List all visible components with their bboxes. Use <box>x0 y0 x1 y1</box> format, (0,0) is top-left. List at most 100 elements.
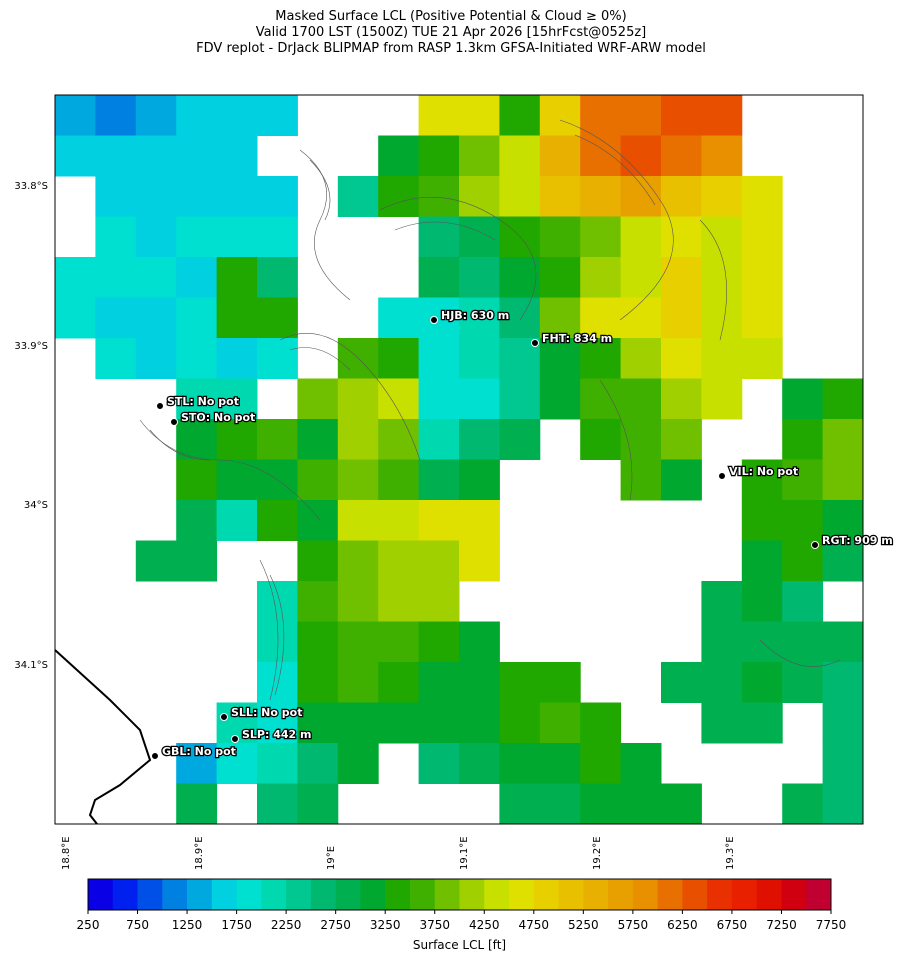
lcl-cell <box>216 176 258 217</box>
lcl-cell <box>620 419 662 460</box>
station-dot <box>811 541 819 549</box>
lcl-cell <box>701 95 743 136</box>
colorbar-swatch <box>385 879 411 910</box>
colorbar-tick-label: 5250 <box>568 918 599 932</box>
lcl-cell <box>782 581 824 622</box>
colorbar-tick-label: 250 <box>77 918 100 932</box>
lcl-cell <box>822 702 864 744</box>
lcl-cell <box>337 378 379 420</box>
lcl-cell <box>378 621 420 663</box>
lcl-cell <box>176 459 218 501</box>
lcl-cell <box>418 540 460 582</box>
lcl-cell <box>378 540 420 582</box>
lcl-cell <box>257 419 298 460</box>
lcl-cell <box>620 216 662 258</box>
colorbar-swatch <box>731 879 758 910</box>
lcl-cell <box>337 662 379 703</box>
lcl-cell <box>499 662 541 703</box>
lcl-cell <box>95 297 137 339</box>
lcl-cell <box>741 338 783 379</box>
lcl-cell <box>95 338 137 379</box>
station-dot <box>531 339 539 347</box>
lcl-cell <box>418 419 460 460</box>
lcl-cell <box>459 297 500 339</box>
lcl-cell <box>499 257 541 298</box>
lcl-cell <box>378 581 420 622</box>
lcl-cell <box>95 176 137 217</box>
lcl-cell <box>701 378 743 420</box>
colorbar-tick-label: 4750 <box>519 918 550 932</box>
lcl-cell <box>378 500 420 541</box>
lcl-cell <box>620 338 662 379</box>
lcl-cell <box>580 419 622 460</box>
lcl-cell <box>459 135 500 177</box>
lcl-cell <box>337 581 379 622</box>
lcl-cell <box>337 176 379 217</box>
lcl-cell <box>782 419 824 460</box>
colorbar-swatch <box>211 879 238 910</box>
lcl-cell <box>499 135 541 177</box>
colorbar-tick-label: 6250 <box>667 918 698 932</box>
colorbar-swatch <box>434 879 460 910</box>
colorbar-swatch <box>187 879 213 910</box>
lcl-cell <box>539 743 581 784</box>
lcl-cell <box>418 297 460 339</box>
lcl-cell <box>620 135 662 177</box>
lcl-cell <box>418 257 460 298</box>
lcl-cell <box>459 95 500 136</box>
lcl-cell <box>661 378 702 420</box>
lcl-cell <box>378 135 420 177</box>
lcl-cell <box>378 419 420 460</box>
lcl-cell <box>661 257 702 298</box>
lcl-cell <box>782 459 824 501</box>
lcl-cell <box>297 540 339 582</box>
lcl-cell <box>418 702 460 744</box>
lcl-cell <box>176 297 218 339</box>
lat-label: 34.1°S <box>14 660 48 671</box>
colorbar-swatch <box>162 879 188 910</box>
lcl-cell <box>539 338 581 379</box>
lcl-cell <box>459 338 500 379</box>
lcl-cell <box>135 338 177 379</box>
lon-label: 19.1°E <box>459 836 470 870</box>
station-dot <box>231 735 239 743</box>
lcl-cell <box>176 135 218 177</box>
lcl-cell <box>418 581 460 622</box>
title-line: Masked Surface LCL (Positive Potential &… <box>275 9 626 24</box>
lcl-cell <box>459 419 500 460</box>
lcl-cell <box>782 500 824 541</box>
lcl-cell <box>701 581 743 622</box>
lcl-cell <box>620 743 662 784</box>
lcl-cell <box>459 459 500 501</box>
lcl-cell <box>701 621 743 663</box>
lcl-cell <box>701 338 743 379</box>
lcl-cell <box>216 459 258 501</box>
lcl-cell <box>499 95 541 136</box>
lcl-cell <box>135 216 177 258</box>
colorbar-swatch <box>335 879 361 910</box>
lcl-cell <box>55 95 96 136</box>
lcl-cell <box>418 662 460 703</box>
lcl-cell <box>176 500 218 541</box>
lcl-cell <box>297 378 339 420</box>
lcl-cell <box>418 135 460 177</box>
lcl-cell <box>701 176 743 217</box>
lcl-cell <box>337 621 379 663</box>
lcl-cell <box>539 297 581 339</box>
lcl-cell <box>55 257 96 298</box>
lcl-cell <box>378 176 420 217</box>
lcl-cell <box>418 459 460 501</box>
colorbar-tick-label: 1750 <box>221 918 252 932</box>
station-dot <box>170 418 178 426</box>
lcl-cell <box>499 419 541 460</box>
lon-label: 19.3°E <box>725 836 736 870</box>
lcl-cell <box>459 621 500 663</box>
lcl-cell <box>176 176 218 217</box>
lcl-cell <box>297 662 339 703</box>
lcl-cell <box>176 378 218 420</box>
colorbar-swatch <box>88 879 114 910</box>
lcl-cell <box>661 419 702 460</box>
lcl-cell <box>580 338 622 379</box>
lcl-cell <box>176 95 218 136</box>
